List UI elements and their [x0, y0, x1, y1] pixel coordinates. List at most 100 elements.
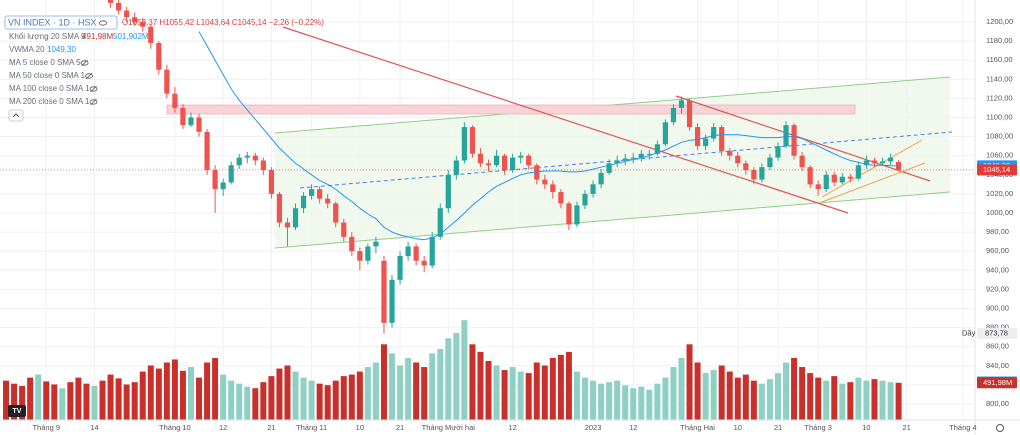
volume-bar: [276, 368, 283, 420]
volume-bar: [67, 382, 74, 420]
trend-line: [821, 139, 923, 198]
legend-ma: MA 5 close 0 SMA 5: [9, 58, 81, 67]
settings-icon[interactable]: [996, 424, 1004, 432]
x-tick-label: Tháng 11: [296, 423, 327, 432]
y-tick-label: 1100,00: [986, 112, 1013, 121]
price-tag-bg: [977, 164, 1017, 176]
candle-body: [662, 122, 669, 145]
candle-body: [550, 184, 556, 192]
volume-bar: [35, 374, 42, 420]
volume-bar: [171, 359, 178, 420]
y-tick-label: 1080,00: [986, 132, 1013, 141]
candle-body: [815, 184, 821, 190]
candle-body: [542, 179, 548, 185]
candle-body: [381, 260, 387, 323]
svg-text:TV: TV: [13, 408, 22, 415]
candle-body: [767, 157, 773, 168]
candle-body: [735, 155, 741, 164]
low-tag: 873,78: [985, 329, 1008, 338]
volume-bar: [107, 374, 114, 420]
candle-body: [373, 241, 379, 247]
volume-bar: [573, 371, 580, 420]
candle-body: [461, 127, 467, 161]
volume-bar: [582, 377, 588, 420]
volume-bar: [405, 357, 412, 420]
x-tick-label: Tháng 4: [949, 423, 977, 432]
candle-body: [252, 155, 258, 161]
legend-ma: MA 100 close 0 SMA 1: [9, 84, 90, 93]
x-tick-label: 12: [508, 423, 516, 432]
candle-body: [413, 246, 419, 261]
legend: VN INDEX · 1D · HSX O1053,37 H1055,42 L1…: [4, 15, 1004, 432]
legend-volume-sma: 501,902M: [113, 32, 149, 41]
volume-bar: [533, 362, 540, 420]
volume-bar: [614, 380, 621, 420]
volume-bar: [421, 367, 428, 420]
candle-body: [558, 191, 564, 204]
volume-bar: [260, 382, 267, 420]
y-tick-label: 960,00: [986, 246, 1009, 255]
candle-body: [276, 193, 283, 223]
candle-body: [292, 208, 299, 228]
x-tick-label: Tháng Hai: [680, 423, 715, 432]
candle-body: [654, 144, 660, 154]
candle-body: [686, 100, 693, 128]
y-tick-label: 940,00: [986, 265, 1009, 274]
vwma-line: [198, 31, 899, 241]
candle-body: [204, 131, 210, 171]
logo: TV: [8, 405, 26, 417]
volume-bar: [509, 367, 516, 420]
symbol-box[interactable]: [4, 15, 118, 30]
x-tick-label: 21: [396, 423, 404, 432]
volume-bar: [364, 367, 371, 420]
volume-bar: [855, 377, 862, 420]
collapse-button[interactable]: [8, 109, 24, 122]
volume-bar: [758, 383, 765, 420]
candle-body: [220, 182, 226, 190]
candle-body: [887, 157, 894, 162]
x-tick-label: Tháng Mười hai: [422, 423, 476, 432]
volume-bar: [549, 357, 556, 420]
candle-body: [743, 163, 749, 171]
volume-bar: [131, 382, 138, 420]
candle-body: [711, 127, 717, 139]
volume-bar: [123, 384, 130, 420]
candle-body: [759, 167, 765, 180]
volume-bar: [630, 388, 637, 420]
volume-bar: [791, 357, 798, 420]
volume-bar: [445, 338, 452, 420]
volume-bar: [372, 362, 379, 420]
candle-body: [598, 172, 604, 185]
volume-bar: [702, 373, 709, 420]
y-tick-label: 840,00: [986, 361, 1009, 370]
candle-body: [116, 2, 122, 11]
x-tick-label: 12: [629, 423, 637, 432]
volume-bar: [59, 388, 66, 420]
candle-body: [646, 153, 652, 155]
candle-body: [397, 255, 403, 280]
volume-bar: [847, 382, 854, 420]
eye-off-icon: [89, 99, 98, 105]
volume-bar: [204, 362, 211, 420]
candle-body: [574, 205, 580, 225]
volume-bar: [292, 371, 299, 420]
volume-bar: [686, 344, 693, 420]
legend-vwma-last: 1049,30: [47, 45, 76, 54]
low-tag-name: Dãy: [962, 329, 976, 338]
volume-bar: [565, 351, 572, 420]
volume-pane: [3, 320, 902, 420]
volume-bar: [91, 385, 98, 420]
volume-bar: [742, 374, 749, 420]
volume-bar: [413, 362, 420, 420]
volume-bar: [356, 371, 363, 420]
volume-bar: [27, 377, 34, 420]
volume-bar: [316, 383, 323, 420]
ohlc: O1053,37 H1055,42 L1043,64 C1045,14 −2,2…: [122, 18, 324, 27]
volume-bar: [3, 380, 10, 420]
candle-body: [341, 222, 347, 237]
chevron: [12, 113, 20, 118]
x-tick-label: 21: [774, 423, 782, 432]
candle-body: [703, 138, 709, 147]
candle-body: [124, 10, 130, 18]
candle-body: [501, 155, 508, 171]
